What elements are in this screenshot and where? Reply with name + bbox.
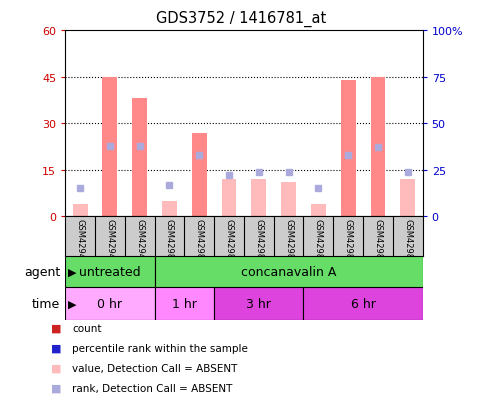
Text: 6 hr: 6 hr xyxy=(351,297,375,310)
Text: GSM429856: GSM429856 xyxy=(165,218,174,268)
Bar xyxy=(251,180,266,217)
Text: ■: ■ xyxy=(51,383,61,393)
Bar xyxy=(102,77,117,217)
Text: GSM429426: GSM429426 xyxy=(76,218,85,268)
Text: GDS3752 / 1416781_at: GDS3752 / 1416781_at xyxy=(156,10,327,26)
Text: ▶: ▶ xyxy=(68,266,76,277)
Text: GSM429864: GSM429864 xyxy=(403,218,412,268)
Text: time: time xyxy=(32,297,60,310)
Text: ■: ■ xyxy=(51,343,61,353)
Bar xyxy=(214,287,303,320)
Bar xyxy=(192,133,207,217)
Text: GSM429860: GSM429860 xyxy=(284,218,293,268)
Text: percentile rank within the sample: percentile rank within the sample xyxy=(72,343,248,353)
Text: ■: ■ xyxy=(51,323,61,333)
Bar xyxy=(65,287,155,320)
Bar xyxy=(281,183,296,217)
Bar xyxy=(162,201,177,217)
Text: 3 hr: 3 hr xyxy=(246,297,271,310)
Text: agent: agent xyxy=(24,265,60,278)
Text: untreated: untreated xyxy=(79,265,141,278)
Text: value, Detection Call = ABSENT: value, Detection Call = ABSENT xyxy=(72,363,238,373)
Bar xyxy=(341,81,355,217)
Text: ■: ■ xyxy=(51,363,61,373)
Bar xyxy=(132,99,147,217)
Text: GSM429861: GSM429861 xyxy=(344,218,353,268)
Bar xyxy=(370,77,385,217)
Bar xyxy=(155,256,423,287)
Bar xyxy=(311,204,326,217)
Text: GSM429863: GSM429863 xyxy=(373,218,383,269)
Text: rank, Detection Call = ABSENT: rank, Detection Call = ABSENT xyxy=(72,383,233,393)
Bar xyxy=(65,256,155,287)
Bar xyxy=(400,180,415,217)
Text: concanavalin A: concanavalin A xyxy=(241,265,336,278)
Text: count: count xyxy=(72,323,102,333)
Text: 0 hr: 0 hr xyxy=(98,297,122,310)
Text: GSM429859: GSM429859 xyxy=(255,218,263,268)
Bar xyxy=(303,287,423,320)
Text: GSM429862: GSM429862 xyxy=(314,218,323,268)
Bar xyxy=(155,287,214,320)
Text: 1 hr: 1 hr xyxy=(172,297,197,310)
Bar xyxy=(72,204,87,217)
Text: GSM429857: GSM429857 xyxy=(195,218,204,268)
Bar xyxy=(222,180,237,217)
Text: GSM429858: GSM429858 xyxy=(225,218,233,268)
Text: ▶: ▶ xyxy=(68,299,76,309)
Text: GSM429430: GSM429430 xyxy=(135,218,144,268)
Text: GSM429428: GSM429428 xyxy=(105,218,114,268)
